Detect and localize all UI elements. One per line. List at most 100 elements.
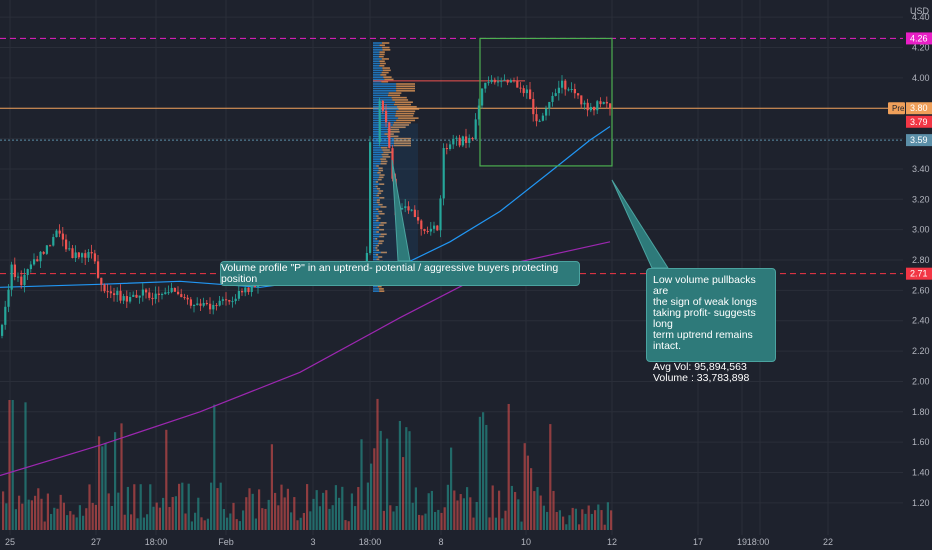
volume-profile-bar [373,210,379,213]
candle-body [17,276,20,278]
candle-body [122,296,125,301]
candle-body [468,137,471,143]
volume-bar [488,517,491,530]
volume-bar [568,515,571,530]
candle-body [244,287,247,293]
candle-body [509,80,512,83]
volume-bar [290,512,293,530]
volume-bar [261,508,264,530]
volume-bar [389,505,392,530]
volume-profile-bar [388,92,402,94]
volume-profile-bar [373,226,377,229]
volume-bar [482,412,485,530]
volume-bar [238,521,241,530]
volume-bar [267,499,270,530]
range-box[interactable] [479,37,613,167]
volume-bar [117,492,120,530]
candle-body [148,292,151,298]
volume-bar [56,508,59,530]
volume-bar [424,513,427,530]
volume-profile-bar [373,247,376,249]
price-tick-label: 1.40 [912,468,930,478]
candle-body [68,248,71,250]
volume-profile-bar [376,165,379,167]
volume-profile-bar [373,181,376,183]
candle-body [378,100,381,143]
volume-bar [587,505,590,530]
volume-profile-bar [373,124,393,126]
volume-profile-bar [373,240,379,242]
volume-bar [152,506,155,530]
candle-body [557,87,560,94]
volume-bar [562,516,565,530]
volume-profile-bar [396,90,415,92]
candle-body [410,209,413,211]
volume-bar [274,492,277,530]
callout-line: the sign of weak longs [653,296,757,308]
volume-profile-bar [373,151,384,154]
volume-bar [597,504,600,530]
volume-bar [315,490,318,530]
candle-body [180,294,183,298]
candle-body [1,324,4,336]
volume-profile-bar [373,137,394,140]
volume-bar [472,517,475,530]
volume-profile-bar [380,233,387,236]
volume-bar [379,430,382,530]
volume-profile-bar [373,62,381,65]
time-tick-label: 3 [310,537,315,547]
candle-body [417,217,420,221]
candle-body [228,300,231,302]
volume-bar [104,443,107,530]
volume-bar [226,517,229,530]
volume-profile-bar [373,169,379,172]
volume-bar [360,439,363,530]
candle-body [231,301,234,303]
time-tick-label: Feb [218,537,234,547]
candle-body [234,298,237,302]
volume-profile-bar [373,80,382,83]
time-tick-label: 18:00 [145,537,168,547]
candle-body [209,303,212,310]
callout-line: term uptrend remains [653,329,753,341]
candle-body [599,101,602,105]
volume-profile-bar [379,60,385,63]
volume-profile-bar [393,142,411,144]
volume-bar [72,514,75,530]
volume-profile-bar [396,85,415,88]
volume-profile-bar [376,187,381,190]
candle-body [481,88,484,106]
candle-body [183,297,186,299]
candle-body [538,120,541,122]
candle-body [548,101,551,109]
volume-profile-bar [376,244,380,247]
volume-bar [146,514,149,530]
candle-body [106,291,109,293]
volume-bar [312,498,315,530]
volume-profile-bar [391,96,407,99]
volume-profile-bar [382,49,391,51]
volume-bar [258,489,261,530]
volume-profile-bar [381,58,389,60]
volume-bar [475,501,478,530]
time-axis[interactable]: 25 27 18:00 Feb 3 18:00 8 10 12 17 19 18:00 22 [0,535,932,550]
volume-profile-bar [373,149,383,151]
volume-profile-bar [373,112,396,115]
volume-bar [181,482,184,530]
volume-bar [363,509,366,530]
volume-bar [398,420,401,530]
candle-body [369,142,372,253]
candle-body [151,297,154,300]
volume-profile-bar [386,135,399,138]
volume-profile-bar [373,187,377,190]
volume-bar [338,497,341,530]
price-badge [906,134,932,147]
volume-bar [53,507,56,530]
volume-bar [334,485,337,530]
candle-body [141,289,144,296]
price-axis[interactable]: 4.404.204.003.803.603.403.203.002.802.60… [912,12,930,508]
volume-profile-bar [373,233,381,236]
time-tick-label: 25 [5,537,15,547]
volume-profile-bar [397,105,417,108]
